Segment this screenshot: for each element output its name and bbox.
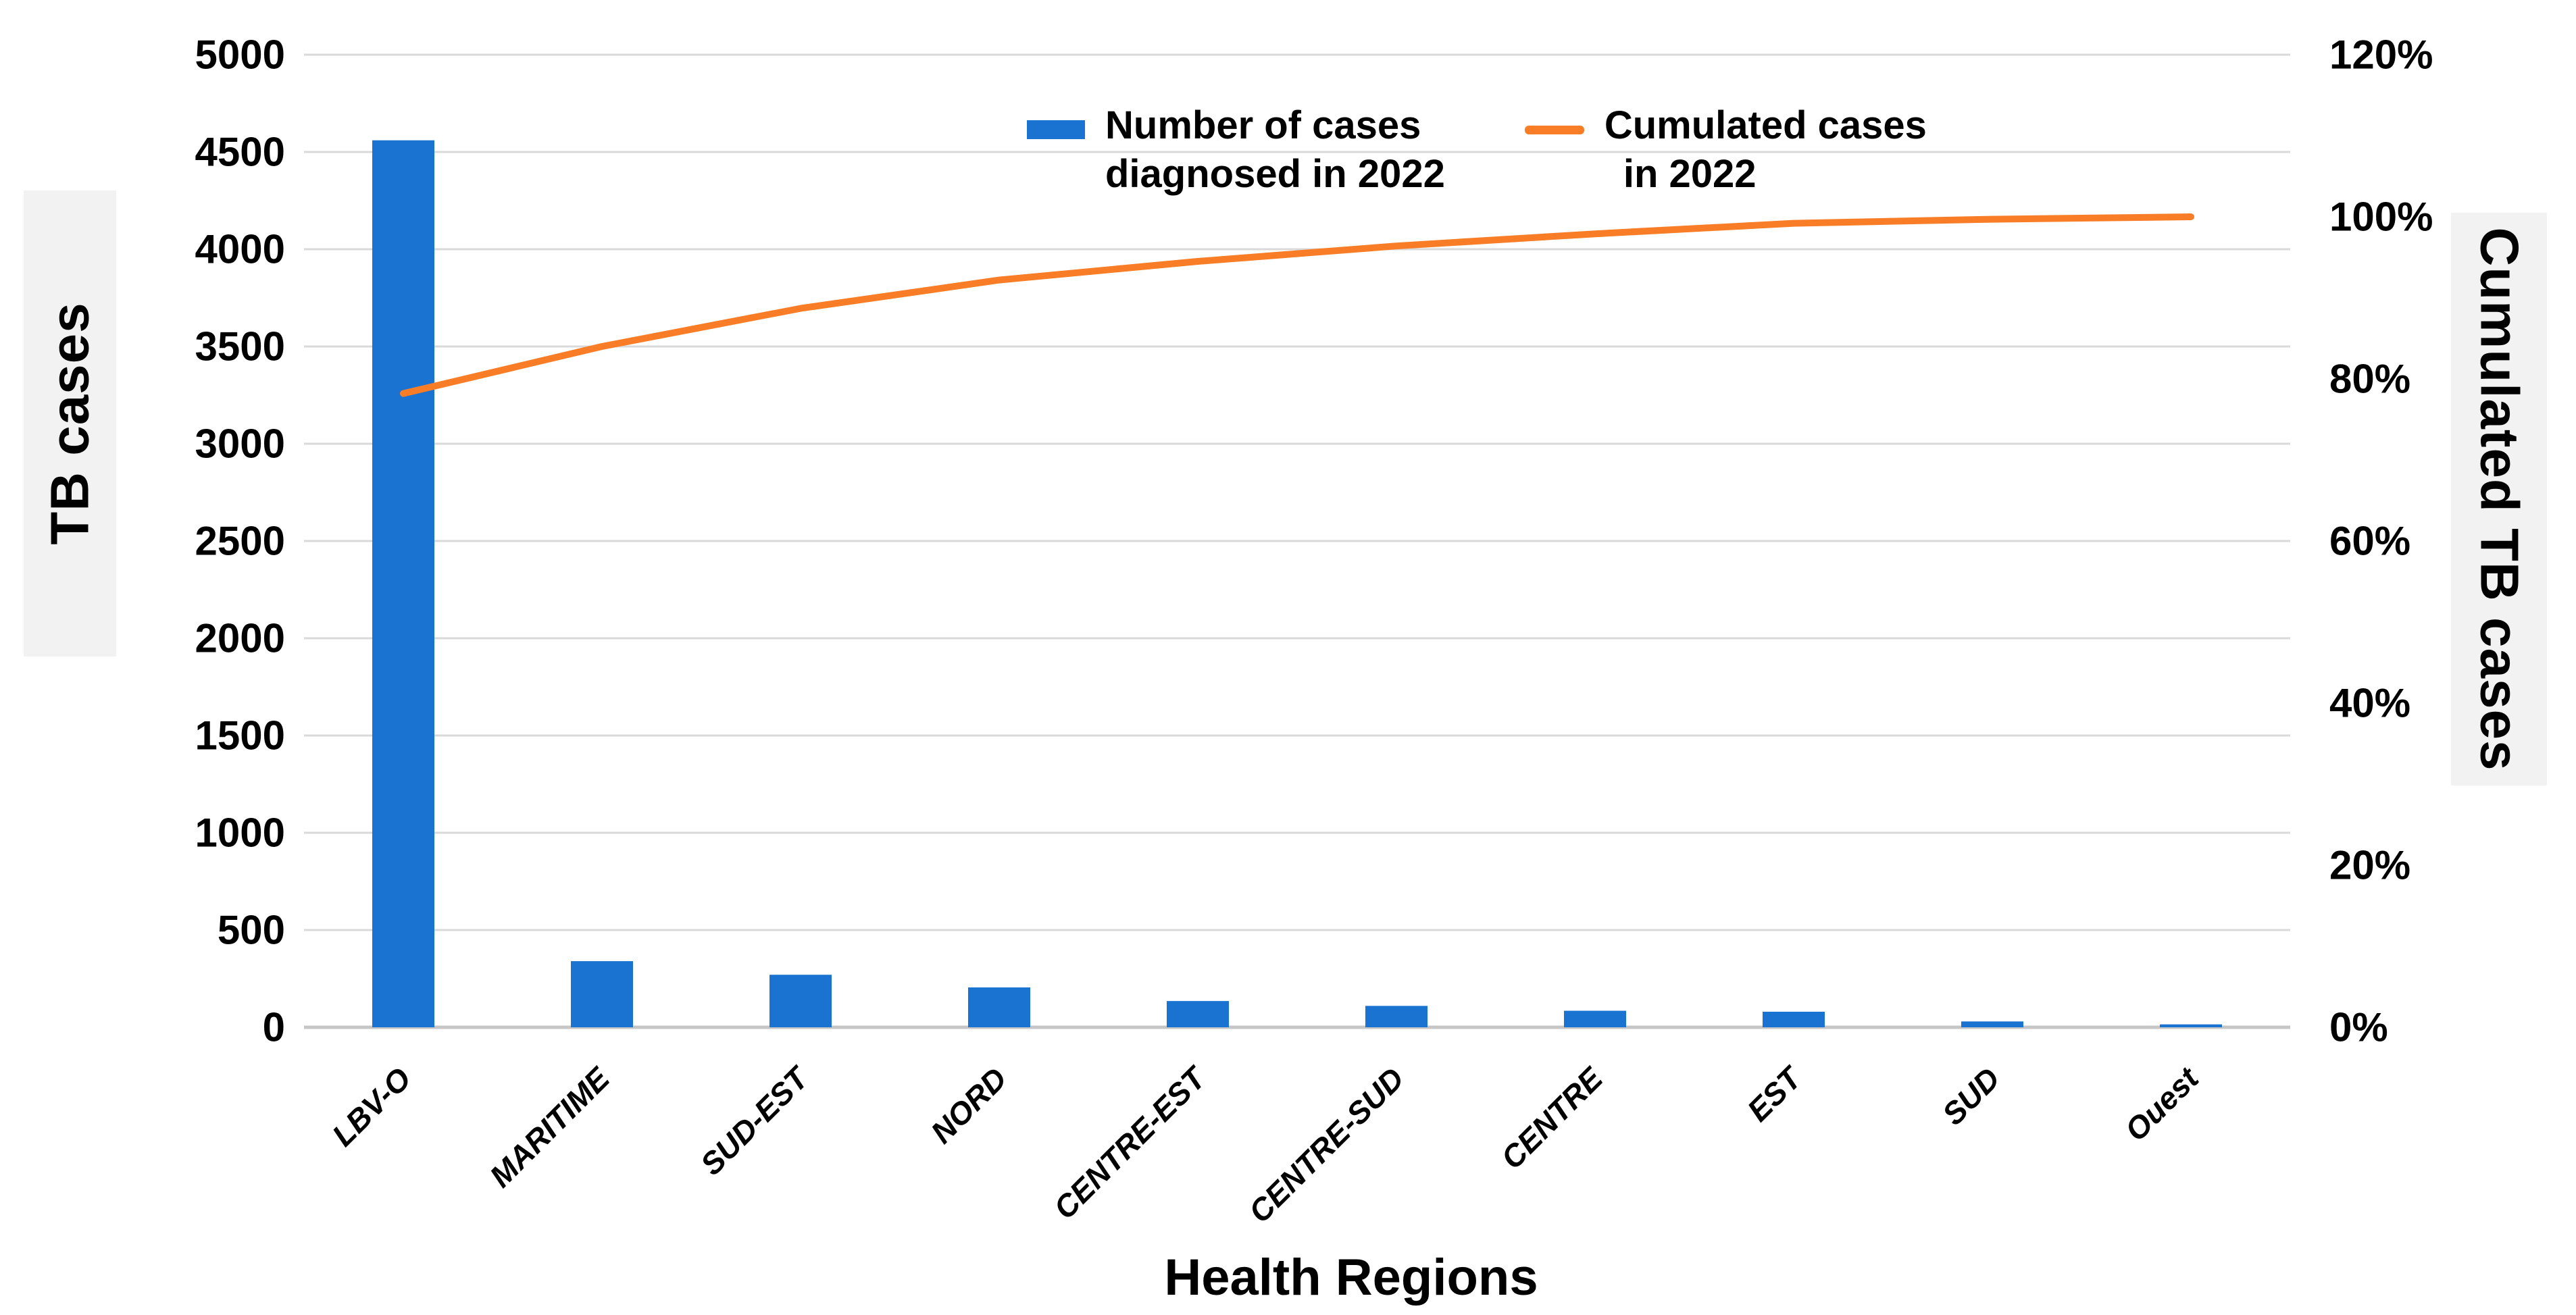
left-tick-label: 5000 [195, 32, 285, 78]
right-tick-label: 80% [2329, 357, 2410, 402]
legend-item-bars: Number of cases diagnosed in 2022 [1027, 101, 1445, 199]
x-axis-title: Health Regions [1164, 1249, 1538, 1306]
category-label-CENTRE: CENTRE [1494, 1060, 1610, 1175]
right-tick-label: 120% [2329, 32, 2433, 78]
left-tick-label: 500 [218, 908, 285, 953]
bar-Ouest [2160, 1024, 2222, 1027]
left-tick-label: 3000 [195, 421, 285, 467]
category-label-Ouest: Ouest [2118, 1060, 2206, 1148]
category-label-SUD-EST: SUD-EST [694, 1059, 817, 1182]
right-tick-label: 100% [2329, 195, 2433, 240]
left-tick-label: 2500 [195, 519, 285, 564]
left-tick-label: 4500 [195, 130, 285, 175]
category-label-CENTRE-EST: CENTRE-EST [1046, 1059, 1213, 1226]
right-tick-label: 0% [2329, 1005, 2388, 1050]
legend-label-line: Cumulated cases in 2022 [1604, 103, 1927, 196]
bar-SUD [1961, 1021, 2023, 1027]
bar-CENTRE [1564, 1010, 1626, 1027]
right-tick-label: 40% [2329, 681, 2410, 726]
category-label-CENTRE-SUD: CENTRE-SUD [1242, 1060, 1411, 1229]
cumulative-line [400, 213, 2194, 397]
right-axis-title: Cumulated TB cases [2469, 227, 2530, 771]
category-label-NORD: NORD [924, 1060, 1014, 1150]
left-tick-label: 3500 [195, 324, 285, 369]
bar-NORD [968, 987, 1030, 1027]
left-axis-title-box: TB cases [24, 190, 116, 656]
bar-CENTRE-SUD [1365, 1006, 1428, 1027]
left-tick-label: 0 [263, 1005, 285, 1050]
bar-CENTRE-EST [1167, 1001, 1229, 1027]
left-tick-label: 4000 [195, 227, 285, 272]
category-label-EST: EST [1740, 1059, 1810, 1129]
bar-MARITIME [571, 961, 633, 1027]
legend-item-line: Cumulated cases in 2022 [1524, 101, 1927, 199]
right-tick-label: 20% [2329, 843, 2410, 888]
left-tick-label: 1500 [195, 713, 285, 758]
left-axis-title: TB cases [39, 302, 100, 545]
bar-SUD-EST [769, 975, 832, 1027]
left-tick-label: 1000 [195, 810, 285, 856]
legend: Number of cases diagnosed in 2022 Cumula… [1027, 101, 1927, 199]
left-tick-label: 2000 [195, 616, 285, 661]
bar-EST [1763, 1011, 1825, 1027]
legend-label-bars: Number of cases diagnosed in 2022 [1105, 103, 1445, 196]
category-label-SUD: SUD [1936, 1060, 2006, 1131]
right-tick-label: 60% [2329, 519, 2410, 564]
category-label-MARITIME: MARITIME [482, 1060, 617, 1194]
bar-LBV-O [372, 140, 434, 1028]
category-label-LBV-O: LBV-O [325, 1060, 418, 1153]
line-series-swatch [1524, 126, 1584, 134]
bar-series-swatch [1027, 120, 1085, 139]
right-axis-title-box: Cumulated TB cases [2451, 213, 2547, 785]
